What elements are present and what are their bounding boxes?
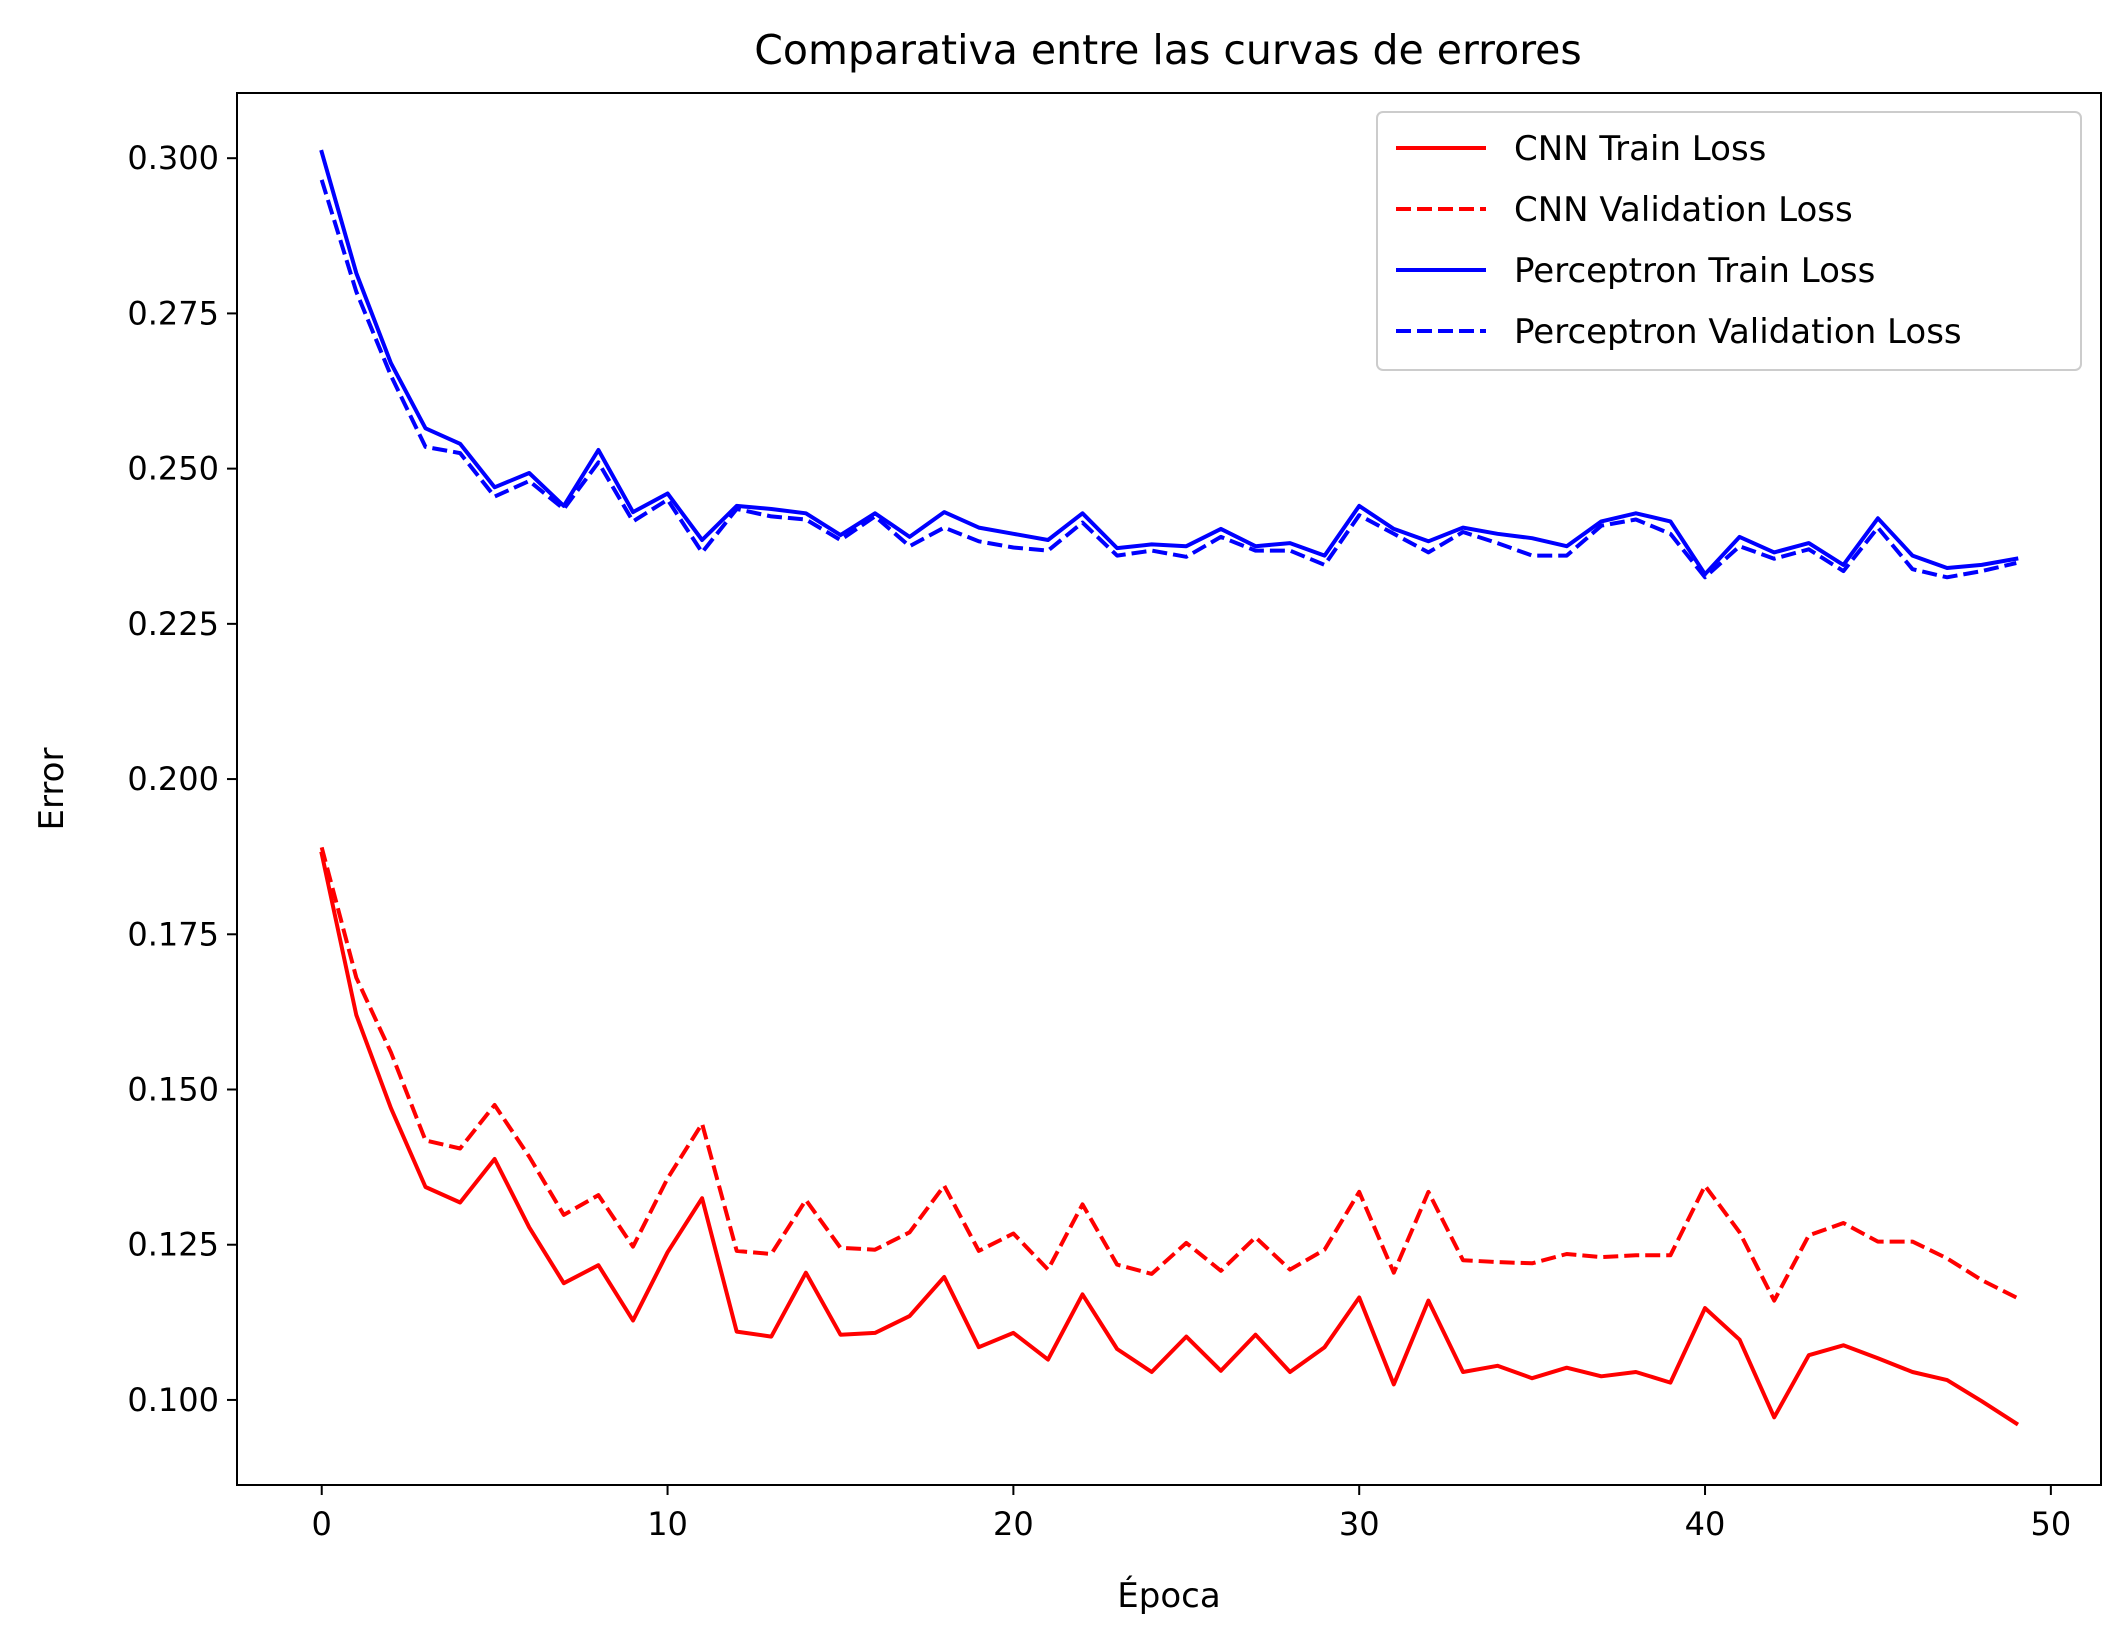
x-tick-label: 30	[1339, 1505, 1380, 1543]
y-tick-label: 0.250	[127, 450, 219, 488]
series-line-1	[319, 851, 2020, 1427]
y-axis-ticks: 0.100 0.125 0.150 0.175 0.200 0.225 0.250 0.275…	[127, 139, 237, 1419]
y-tick-label: 0.300	[127, 139, 219, 177]
series-line-2	[319, 846, 2018, 1303]
legend-label: CNN Train Loss	[1514, 129, 1766, 169]
legend: CNN Train Loss CNN Validation Loss Percept…	[1376, 111, 2082, 371]
x-tick-label: 20	[993, 1505, 1034, 1543]
x-tick-label: 40	[1685, 1505, 1726, 1543]
legend-box	[1376, 111, 2082, 371]
y-tick-label: 0.200	[127, 760, 219, 798]
plot-frame	[236, 92, 2102, 1486]
x-tick-label: 50	[2030, 1505, 2071, 1543]
series-line-3	[319, 149, 2019, 577]
y-tick-label: 0.275	[127, 294, 219, 332]
legend-label: Perceptron Validation Loss	[1514, 312, 1962, 352]
x-axis-ticks: 0 10 20 30 40 50	[312, 1485, 2071, 1543]
y-tick-label: 0.100	[127, 1381, 219, 1419]
chart-title: Comparativa entre las curvas de errores	[754, 26, 1581, 74]
series-line-4	[319, 179, 2017, 580]
legend-label: CNN Validation Loss	[1514, 190, 1853, 230]
x-tick-label: 0	[312, 1505, 332, 1543]
y-tick-label: 0.225	[127, 605, 219, 643]
legend-label: Perceptron Train Loss	[1514, 251, 1875, 291]
y-axis-label: Error	[32, 748, 72, 831]
x-tick-label: 10	[647, 1505, 688, 1543]
x-axis-label: Época	[1117, 1575, 1220, 1616]
y-tick-label: 0.150	[127, 1071, 219, 1109]
plot-series	[319, 149, 2020, 1427]
y-tick-label: 0.125	[127, 1226, 219, 1264]
y-tick-label: 0.175	[127, 915, 219, 953]
